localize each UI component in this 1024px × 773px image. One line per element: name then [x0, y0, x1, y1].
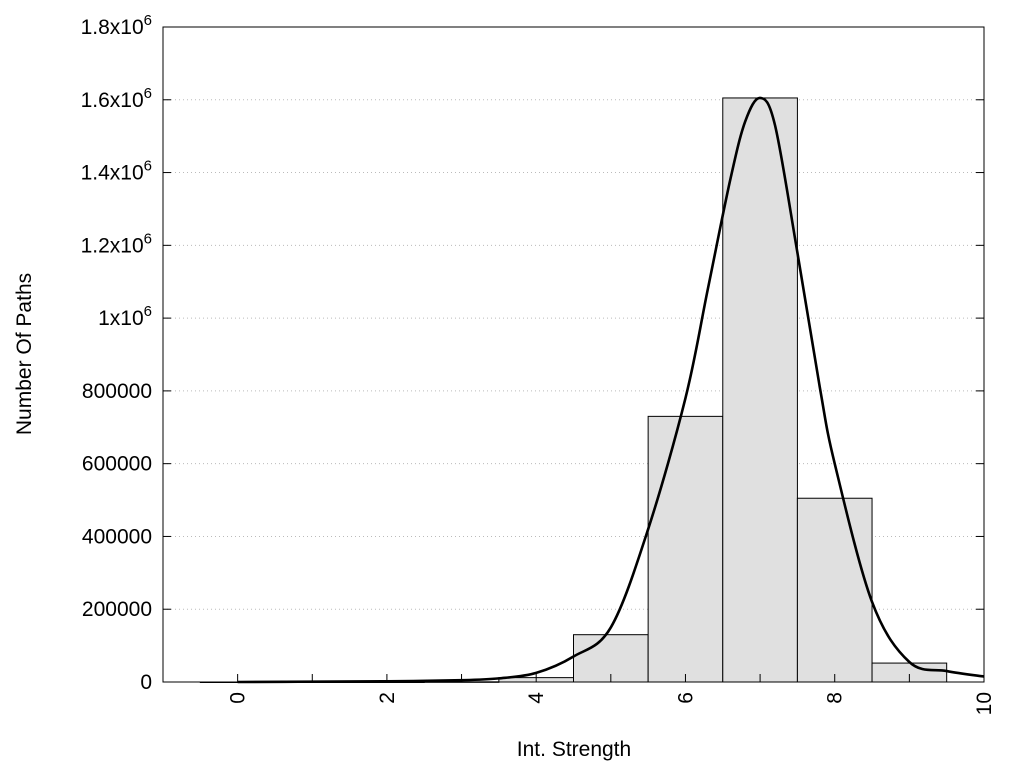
y-tick-label-6: 1.2x106 [81, 230, 152, 257]
y-tick-label-4: 800000 [82, 380, 152, 403]
x-tick-label-0: 0 [227, 692, 250, 704]
x-tick-label-3: 6 [674, 692, 697, 704]
bars [199, 97, 948, 683]
y-tick-label-9: 1.8x106 [81, 12, 152, 39]
x-tick-label-4: 8 [824, 692, 847, 704]
y-tick-label-5: 1x106 [98, 303, 152, 330]
y-axis-label: Number Of Paths [13, 273, 36, 435]
fit-curve [237, 96, 985, 684]
x-tick-label-5: 10 [973, 692, 996, 715]
y-tick-label-1: 200000 [82, 598, 152, 621]
bar-6 [647, 415, 724, 683]
y-axis-ticks: 0 200000 400000 600000 800000 1x106 1.2x106 1.4… [81, 12, 984, 694]
plot-frame [162, 26, 985, 683]
bar-8 [796, 497, 873, 683]
y-tick-label-2: 400000 [82, 525, 152, 548]
x-tick-label-1: 2 [376, 692, 399, 704]
y-tick-label-8: 1.6x106 [81, 85, 152, 112]
x-axis-label: Int. Strength [517, 738, 631, 761]
x-axis-ticks: 0 2 4 6 8 10 [227, 674, 996, 715]
y-tick-label-7: 1.4x106 [81, 158, 152, 185]
y-tick-label-0: 0 [140, 671, 152, 694]
x-tick-label-2: 4 [525, 692, 548, 704]
fit-curve-line [237, 96, 985, 684]
y-tick-label-3: 600000 [82, 453, 152, 476]
